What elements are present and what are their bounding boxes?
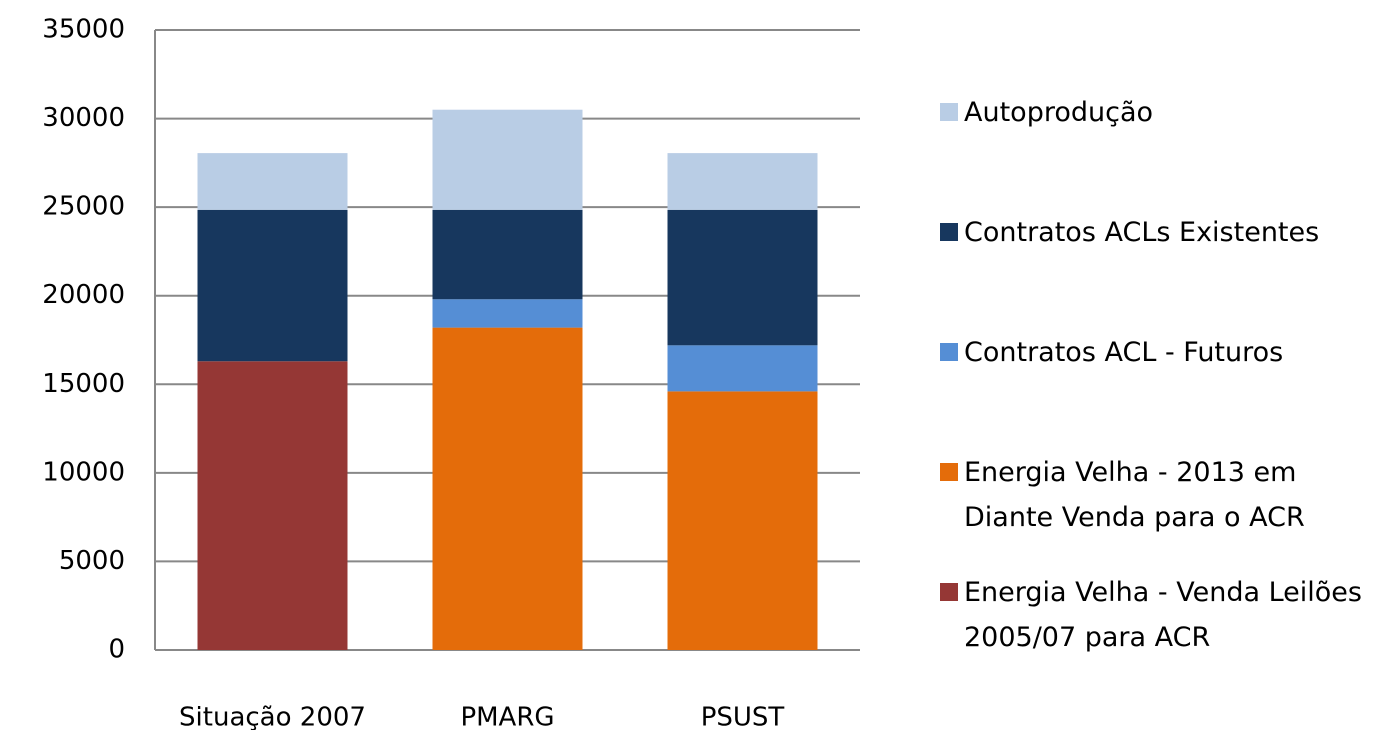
legend: Autoprodução Contratos ACLs Existentes Con…	[940, 90, 1380, 690]
y-tick-label: 20000	[42, 280, 125, 310]
legend-label: Autoprodução	[964, 97, 1154, 128]
x-tick-label: PSUST	[701, 703, 785, 730]
y-tick-label: 15000	[42, 369, 125, 399]
y-tick-label: 0	[108, 635, 125, 665]
legend-swatch	[940, 583, 958, 601]
x-tick-label: Situação 2007	[179, 703, 366, 730]
y-tick-label: 10000	[42, 457, 125, 487]
chart: 0 5000 10000 15000 20000 25000 30000 35000 Situa…	[42, 15, 860, 730]
bar-segment	[667, 209, 818, 346]
legend-label: Contratos ACL - Futuros	[964, 337, 1284, 368]
legend-swatch	[940, 343, 958, 361]
legend-label: Energia Velha - Venda Leilões 2005/07 pa…	[964, 577, 1362, 653]
legend-swatch	[940, 103, 958, 121]
bar-segment	[197, 153, 348, 210]
bar-segment	[432, 209, 583, 300]
legend-entry: Energia Velha - 2013 em Diante Venda par…	[940, 450, 1380, 570]
y-tick-label: 25000	[42, 192, 125, 222]
x-tick-label: PMARG	[460, 703, 554, 730]
legend-swatch	[940, 223, 958, 241]
legend-swatch	[940, 463, 958, 481]
y-tick-label: 30000	[42, 103, 125, 133]
legend-label: Energia Velha - 2013 em Diante Venda par…	[964, 457, 1305, 533]
bar-segment	[667, 391, 818, 650]
bar-segment	[197, 361, 348, 650]
bar-segment	[432, 299, 583, 328]
bar-segment	[432, 109, 583, 210]
legend-entry: Energia Velha - Venda Leilões 2005/07 pa…	[940, 570, 1380, 690]
y-tick-label: 35000	[42, 15, 125, 45]
legend-entry: Autoprodução	[940, 90, 1380, 210]
bar-segment	[432, 327, 583, 650]
y-tick-label: 5000	[59, 546, 125, 576]
legend-entry: Contratos ACL - Futuros	[940, 330, 1380, 450]
legend-label: Contratos ACLs Existentes	[964, 217, 1320, 248]
legend-entry: Contratos ACLs Existentes	[940, 210, 1380, 330]
bar-segment	[667, 153, 818, 210]
bar-segment	[197, 209, 348, 362]
bar-segment	[667, 345, 818, 392]
